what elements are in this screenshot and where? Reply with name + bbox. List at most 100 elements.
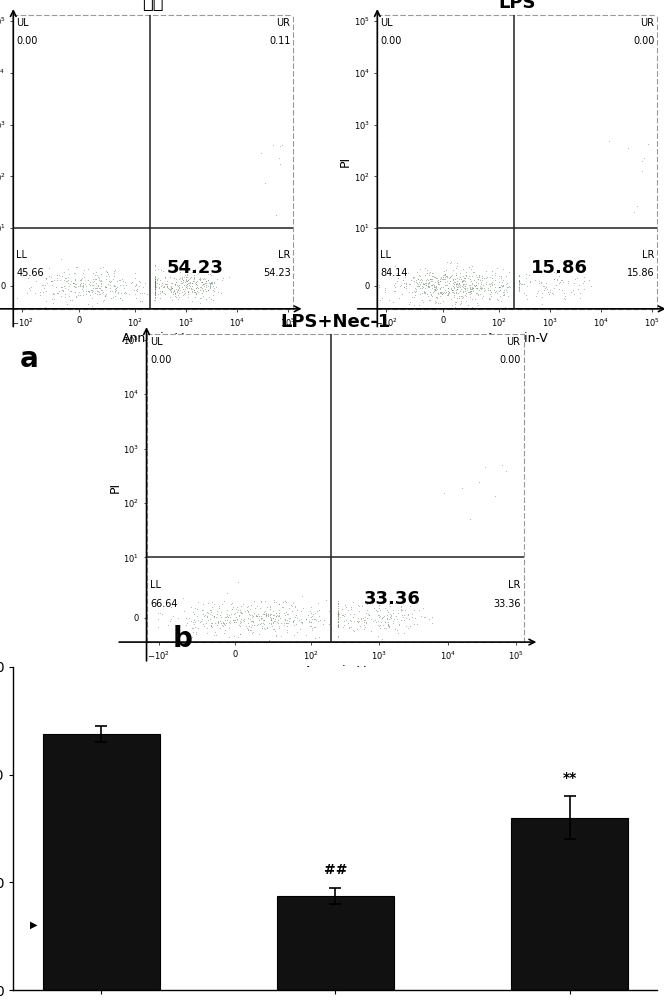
Point [161,278,172,294]
Point [557,274,568,290]
Point [242,620,252,636]
Point [78,287,88,303]
Point [183,284,194,300]
Point [443,280,454,296]
Point [423,288,434,304]
Point [93,283,104,299]
Point [333,616,343,632]
Point [558,285,569,301]
Point [96,266,106,282]
Point [550,265,561,281]
Point [150,284,161,300]
Point [264,607,275,623]
Point [81,278,92,294]
Text: 54.23: 54.23 [263,268,291,278]
Point [22,285,33,301]
Point [428,268,438,284]
Point [373,597,384,613]
Point [333,611,343,627]
Text: 66.64: 66.64 [150,599,178,609]
Point [150,281,161,297]
Point [223,269,234,285]
Point [170,276,181,292]
Point [266,616,277,632]
Point [163,281,174,297]
Point [150,269,161,285]
Point [444,284,454,300]
Point [173,610,184,626]
Point [62,269,73,285]
Point [217,270,228,286]
Point [165,278,176,294]
Point [472,271,483,287]
Point [379,614,390,630]
Point [70,272,81,288]
Point [479,282,490,298]
Point [129,278,140,294]
Point [313,602,324,618]
Point [60,286,70,302]
Point [84,284,94,300]
Point [188,620,199,636]
Point [222,602,233,618]
Y-axis label: PI: PI [339,156,352,167]
Point [333,608,343,624]
Point [480,459,491,475]
Point [422,286,432,302]
Point [436,285,446,301]
Point [486,288,497,304]
Point [174,285,185,301]
Point [383,618,394,634]
Point [202,609,212,625]
Point [185,275,195,291]
Point [205,602,215,618]
Point [505,279,516,295]
Point [105,280,116,296]
Point [465,286,475,302]
Point [181,610,191,626]
Point [374,277,384,293]
Point [440,266,451,282]
Point [101,268,112,284]
Point [56,279,66,295]
Point [181,271,191,287]
Point [150,287,161,303]
Point [157,283,167,299]
Point [191,285,201,301]
Point [522,278,533,294]
Point [274,620,284,636]
Point [155,285,165,301]
Point [163,280,173,296]
Point [428,281,439,297]
Point [70,276,80,292]
Point [248,613,258,629]
Point [258,606,268,622]
Point [266,615,276,631]
Point [448,287,459,303]
Point [386,607,396,623]
Point [301,627,311,643]
Point [514,280,525,296]
Point [403,607,414,623]
Point [380,280,390,296]
Point [218,593,229,609]
Point [307,622,317,638]
Point [556,282,567,298]
Point [390,283,400,299]
Point [290,599,300,615]
Point [556,272,567,288]
Point [384,619,394,635]
Point [230,601,241,617]
Point [92,269,103,285]
Point [514,281,525,297]
Point [451,284,461,300]
Point [539,278,549,294]
Point [53,285,64,301]
Point [465,511,475,527]
Point [259,606,270,622]
Point [359,614,369,630]
Point [569,286,580,302]
Point [452,279,462,295]
Point [448,262,458,278]
Point [451,260,461,276]
